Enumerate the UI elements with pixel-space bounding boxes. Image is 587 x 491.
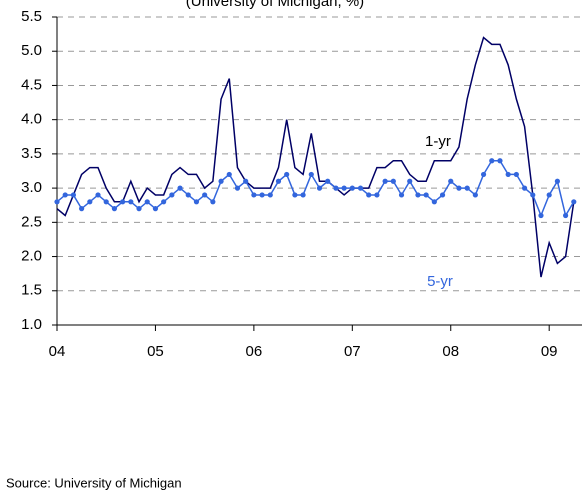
x-tick-label: 08 <box>442 343 459 360</box>
x-tick-label: 04 <box>49 343 66 360</box>
point <box>103 199 109 205</box>
point <box>210 199 216 205</box>
point <box>169 192 175 198</box>
point <box>79 206 85 212</box>
point <box>152 206 159 212</box>
point <box>505 171 511 178</box>
y-tick-label: 2.5 <box>21 213 42 230</box>
point <box>562 212 569 219</box>
point <box>292 192 298 198</box>
point <box>398 192 405 198</box>
point <box>554 178 560 184</box>
y-tick-label: 3.0 <box>21 179 42 196</box>
point <box>95 192 101 198</box>
point <box>87 199 93 205</box>
point <box>456 185 462 191</box>
point <box>308 171 314 178</box>
point <box>423 192 429 198</box>
point <box>521 185 528 191</box>
y-tick-label: 4.5 <box>21 76 42 93</box>
source-note: Source: University of Michigan <box>6 475 182 490</box>
point <box>120 199 126 205</box>
point <box>54 199 60 205</box>
point <box>136 206 142 212</box>
point <box>366 192 372 198</box>
point <box>128 199 134 205</box>
point <box>177 185 183 191</box>
point <box>546 192 552 198</box>
point <box>284 171 290 178</box>
point <box>341 185 347 191</box>
series-label: 1-yr <box>425 133 451 150</box>
point <box>349 185 355 191</box>
point <box>300 192 306 198</box>
point <box>202 192 208 198</box>
point <box>70 192 77 198</box>
point <box>144 199 150 205</box>
point <box>390 178 396 184</box>
x-tick-label: 05 <box>147 343 164 360</box>
y-tick-label: 5.0 <box>21 42 42 59</box>
point <box>193 199 200 205</box>
y-tick-label: 3.5 <box>21 145 42 162</box>
point <box>218 178 224 184</box>
point <box>571 199 577 205</box>
point <box>234 185 241 191</box>
x-tick-label: 09 <box>541 343 558 360</box>
point <box>464 185 470 191</box>
series-line <box>56 36 575 278</box>
point <box>538 212 544 219</box>
point <box>316 185 323 191</box>
point <box>357 185 364 191</box>
point <box>497 158 503 164</box>
x-tick-label: 06 <box>246 343 263 360</box>
y-tick-label: 1.0 <box>21 316 42 333</box>
point <box>407 178 413 184</box>
point <box>251 192 257 198</box>
series-line <box>56 159 575 218</box>
point <box>226 171 232 178</box>
point <box>530 192 536 198</box>
point <box>333 185 339 191</box>
point <box>472 192 478 198</box>
point <box>448 178 454 184</box>
point <box>382 178 388 184</box>
y-tick-label: 1.5 <box>21 282 42 299</box>
point <box>62 192 68 198</box>
y-tick-label: 2.0 <box>21 248 42 265</box>
point <box>259 192 265 198</box>
point <box>111 206 118 212</box>
point <box>275 178 282 184</box>
point <box>267 192 273 198</box>
point <box>489 158 495 164</box>
point <box>243 178 249 184</box>
point <box>480 171 487 178</box>
point <box>439 192 446 198</box>
point <box>415 192 421 198</box>
series-label: 5-yr <box>427 273 453 290</box>
y-tick-label: 5.5 <box>21 8 42 25</box>
point <box>513 171 519 178</box>
point <box>325 178 331 184</box>
point <box>185 192 191 198</box>
point <box>374 192 380 198</box>
point <box>161 199 167 205</box>
chart-subtitle: (University of Michigan, %) <box>186 0 364 10</box>
x-tick-label: 07 <box>344 343 361 360</box>
y-tick-label: 4.0 <box>21 111 42 128</box>
point <box>431 199 437 205</box>
